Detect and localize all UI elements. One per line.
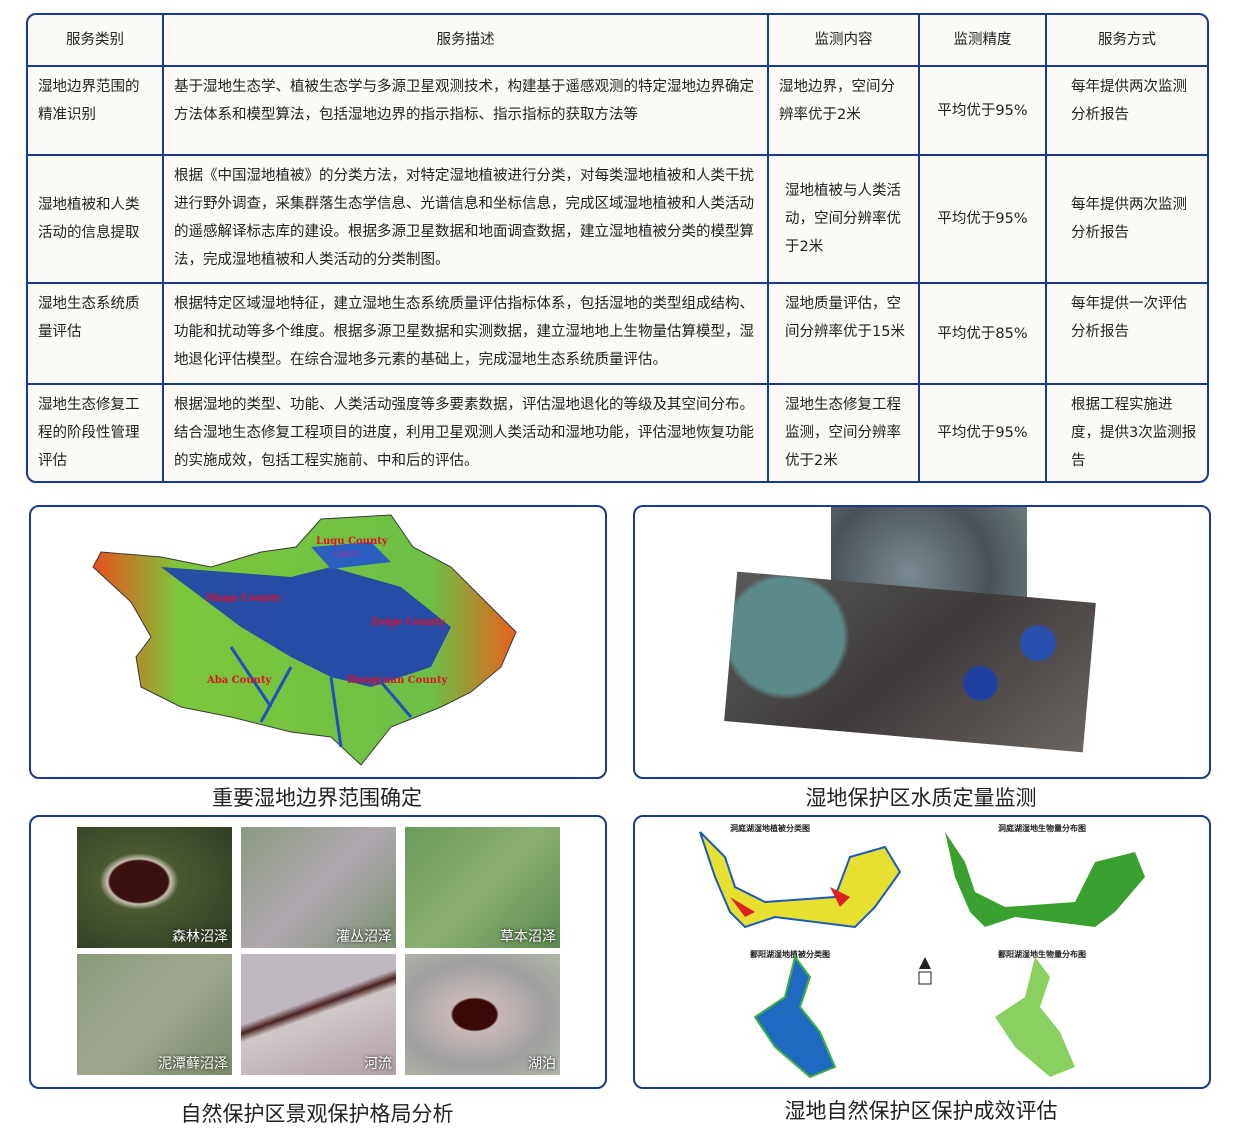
cell-mode: 每年提供两次监测分析报告 xyxy=(1047,67,1207,156)
tile-forest-swamp: 森林沼泽 xyxy=(77,827,232,948)
water-quality-panel xyxy=(633,505,1211,779)
map-label: Aba County xyxy=(207,675,272,686)
header-mode: 服务方式 xyxy=(1047,15,1207,67)
water-quality-caption: 湿地保护区水质定量监测 xyxy=(805,786,1037,810)
table-row: 湿地生态系统质量评估 根据特定区域湿地特征，建立湿地生态系统质量评估指标体系，包… xyxy=(28,284,1207,385)
cell-category: 湿地植被和人类活动的信息提取 xyxy=(28,156,164,284)
cell-mode: 根据工程实施进度，提供3次监测报告 xyxy=(1071,397,1197,469)
map-label: Luqu County xyxy=(316,536,388,547)
tile-lake: 湖泊 xyxy=(405,954,560,1075)
landscape-caption: 自然保护区景观保护格局分析 xyxy=(180,1102,454,1126)
cell-description: 根据特定区域湿地特征，建立湿地生态系统质量评估指标体系，包括湿地的类型组成结构、… xyxy=(164,284,769,385)
tile-label: 灌丛沼泽 xyxy=(336,929,392,945)
header-category: 服务类别 xyxy=(28,15,164,67)
tile-herbaceous-swamp: 草本沼泽 xyxy=(405,827,560,948)
tile-river: 河流 xyxy=(241,954,396,1075)
cell-accuracy: 平均优于95% xyxy=(920,67,1047,156)
cell-content: 湿地边界，空间分辨率优于2米 xyxy=(769,67,920,156)
header-description: 服务描述 xyxy=(164,15,769,67)
cell-mode: 每年提供一次评估分析报告 xyxy=(1047,284,1207,385)
tile-label: 森林沼泽 xyxy=(172,929,228,945)
boundary-map-panel: Luqu County GHZC Maqu County Zoige Count… xyxy=(29,505,607,779)
cell-category: 湿地边界范围的精准识别 xyxy=(28,67,164,156)
cell-accuracy: 平均优于95% xyxy=(920,156,1047,284)
poyang-vegetation-map xyxy=(753,954,837,1079)
north-arrow-icon xyxy=(918,957,932,985)
table-row: 湿地生态修复工程的阶段性管理评估 根据湿地的类型、功能、人类活动强度等多要素数据… xyxy=(28,385,1207,481)
tile-peat-moss-swamp: 泥潭藓沼泽 xyxy=(77,954,232,1075)
map-title: 鄱阳湖湿地植被分类图 xyxy=(750,949,830,959)
cell-mode: 每年提供两次监测分析报告 xyxy=(1047,156,1207,284)
tile-shrub-swamp: 灌丛沼泽 xyxy=(241,827,396,948)
header-content: 监测内容 xyxy=(769,15,920,67)
map-label: Hongyuan County xyxy=(347,675,448,686)
cell-accuracy: 平均优于95% xyxy=(920,385,1047,481)
cell-category: 湿地生态系统质量评估 xyxy=(28,284,164,385)
cell-description: 基于湿地生态学、植被生态学与多源卫星观测技术，构建基于遥感观测的特定湿地边界确定… xyxy=(164,67,769,156)
satellite-image-main xyxy=(724,571,1096,753)
map-label: GHZC xyxy=(334,549,361,559)
effect-panel: 洞庭湖湿地植被分类图 洞庭湖湿地生物量分布图 鄱阳湖湿地植被分类图 鄱阳湖湿地生… xyxy=(633,815,1211,1089)
cell-accuracy: 平均优于85% xyxy=(920,284,1047,385)
effect-caption: 湿地自然保护区保护成效评估 xyxy=(784,1099,1058,1123)
table-header-row: 服务类别 服务描述 监测内容 监测精度 服务方式 xyxy=(28,15,1207,67)
map-title: 鄱阳湖湿地生物量分布图 xyxy=(998,949,1086,959)
cell-content: 湿地植被与人类活动，空间分辨率优于2米 xyxy=(769,156,920,284)
tile-label: 泥潭藓沼泽 xyxy=(158,1056,228,1072)
header-accuracy: 监测精度 xyxy=(920,15,1047,67)
cell-description: 根据湿地的类型、功能、人类活动强度等多要素数据，评估湿地退化的等级及其空间分布。… xyxy=(164,385,769,481)
tile-label: 河流 xyxy=(364,1056,392,1072)
tile-label: 草本沼泽 xyxy=(500,929,556,945)
service-table: 服务类别 服务描述 监测内容 监测精度 服务方式 湿地边界范围的精准识别 基于湿… xyxy=(26,13,1209,483)
map-label: Zoige County xyxy=(371,617,446,628)
dongting-vegetation-map xyxy=(699,831,902,929)
table-row: 湿地植被和人类活动的信息提取 根据《中国湿地植被》的分类方法，对特定湿地植被进行… xyxy=(28,156,1207,284)
lake-maps xyxy=(699,831,1145,1079)
landscape-panel: 森林沼泽 灌丛沼泽 草本沼泽 泥潭藓沼泽 河流 湖泊 xyxy=(29,815,607,1089)
poyang-biomass-map xyxy=(995,957,1075,1077)
tile-label: 湖泊 xyxy=(528,1056,556,1072)
map-label: Maqu County xyxy=(206,593,281,604)
wetland-boundary-map xyxy=(92,514,517,766)
table-row: 湿地边界范围的精准识别 基于湿地生态学、植被生态学与多源卫星观测技术，构建基于遥… xyxy=(28,67,1207,156)
cell-content: 湿地质量评估，空间分辨率优于15米 xyxy=(769,284,920,385)
map-title: 洞庭湖湿地植被分类图 xyxy=(730,823,810,833)
boundary-caption: 重要湿地边界范围确定 xyxy=(212,786,422,810)
map-title: 洞庭湖湿地生物量分布图 xyxy=(998,823,1086,833)
cell-content: 湿地生态修复工程监测，空间分辨率优于2米 xyxy=(769,385,920,481)
cell-category: 湿地生态修复工程的阶段性管理评估 xyxy=(28,385,164,481)
dongting-biomass-map xyxy=(945,832,1145,927)
cell-description: 根据《中国湿地植被》的分类方法，对特定湿地植被进行分类，对每类湿地植被和人类干扰… xyxy=(164,156,769,284)
